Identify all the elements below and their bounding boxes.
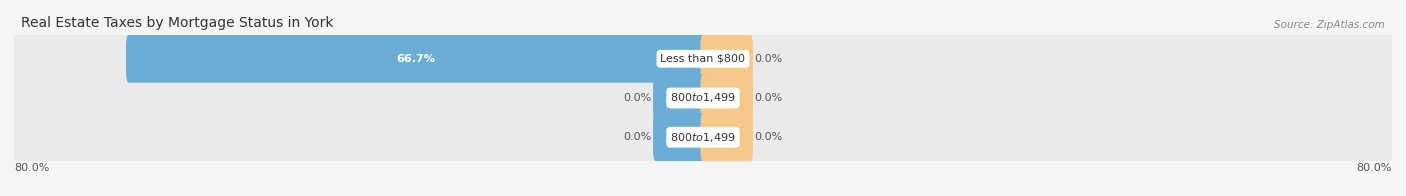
FancyBboxPatch shape [652, 113, 706, 161]
FancyBboxPatch shape [14, 52, 1392, 144]
Text: Less than $800: Less than $800 [661, 54, 745, 64]
Text: 0.0%: 0.0% [623, 93, 651, 103]
Text: Real Estate Taxes by Mortgage Status in York: Real Estate Taxes by Mortgage Status in … [21, 16, 333, 30]
FancyBboxPatch shape [652, 74, 706, 122]
Text: Source: ZipAtlas.com: Source: ZipAtlas.com [1274, 20, 1385, 30]
FancyBboxPatch shape [700, 35, 754, 83]
FancyBboxPatch shape [14, 91, 1392, 183]
Text: 80.0%: 80.0% [14, 163, 49, 173]
Text: 66.7%: 66.7% [396, 54, 436, 64]
Text: 0.0%: 0.0% [755, 93, 783, 103]
Text: 80.0%: 80.0% [1357, 163, 1392, 173]
Text: 0.0%: 0.0% [755, 132, 783, 142]
FancyBboxPatch shape [127, 35, 706, 83]
Text: 0.0%: 0.0% [755, 54, 783, 64]
FancyBboxPatch shape [700, 74, 754, 122]
Text: 0.0%: 0.0% [623, 132, 651, 142]
Text: $800 to $1,499: $800 to $1,499 [671, 131, 735, 144]
Text: $800 to $1,499: $800 to $1,499 [671, 92, 735, 104]
FancyBboxPatch shape [14, 13, 1392, 105]
FancyBboxPatch shape [700, 113, 754, 161]
